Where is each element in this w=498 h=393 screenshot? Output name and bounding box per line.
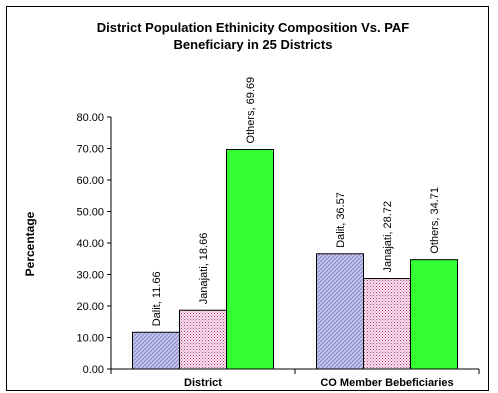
y-tick-label: 60.00	[76, 175, 104, 187]
data-label: Others, 34.71	[429, 187, 441, 254]
y-tick-label: 0.00	[83, 364, 104, 376]
y-axis-title: Percentage	[23, 211, 37, 276]
data-label: Others, 69.69	[245, 77, 257, 144]
x-category-label: CO Member Bebeficiaries	[320, 377, 453, 389]
bar-others	[226, 148, 274, 370]
y-tick-label: 40.00	[76, 238, 104, 250]
bar-dalit	[132, 331, 180, 370]
data-labels-group: Dalit, 11.66 Janajati, 18.66 Others, 69.69…	[151, 77, 441, 326]
y-tick-label: 50.00	[76, 207, 104, 219]
y-tick-label: 20.00	[76, 301, 104, 313]
data-label: Dalit, 11.66	[151, 271, 163, 326]
chart-frame: District Population Ethinicity Compositi…	[6, 6, 489, 391]
y-tick-label: 10.00	[76, 333, 104, 345]
bar-others	[410, 259, 458, 370]
data-label: Janajati, 18.66	[198, 233, 210, 305]
y-tick-label: 30.00	[76, 270, 104, 282]
chart-title-line-1: District Population Ethinicity Compositi…	[97, 20, 410, 35]
y-tick-label: 80.00	[76, 112, 104, 124]
bar-janajati	[179, 309, 227, 370]
data-label: Janajati, 28.72	[382, 201, 394, 273]
y-axis: 0.00 10.00 20.00 30.00 40.00 50.00 60.00 70.00 8…	[76, 112, 112, 376]
y-tick-label: 70.00	[76, 144, 104, 156]
bar-dalit	[316, 253, 364, 370]
bar-janajati	[363, 278, 411, 370]
x-category-label: District	[184, 377, 222, 389]
data-label: Dalit, 36.57	[335, 192, 347, 248]
x-axis: District CO Member Bebeficiaries	[110, 368, 480, 389]
bar-chart: District Population Ethinicity Compositi…	[23, 20, 480, 389]
bars-group	[132, 148, 458, 370]
chart-title-line-2: Beneficiary in 25 Districts	[174, 37, 333, 52]
